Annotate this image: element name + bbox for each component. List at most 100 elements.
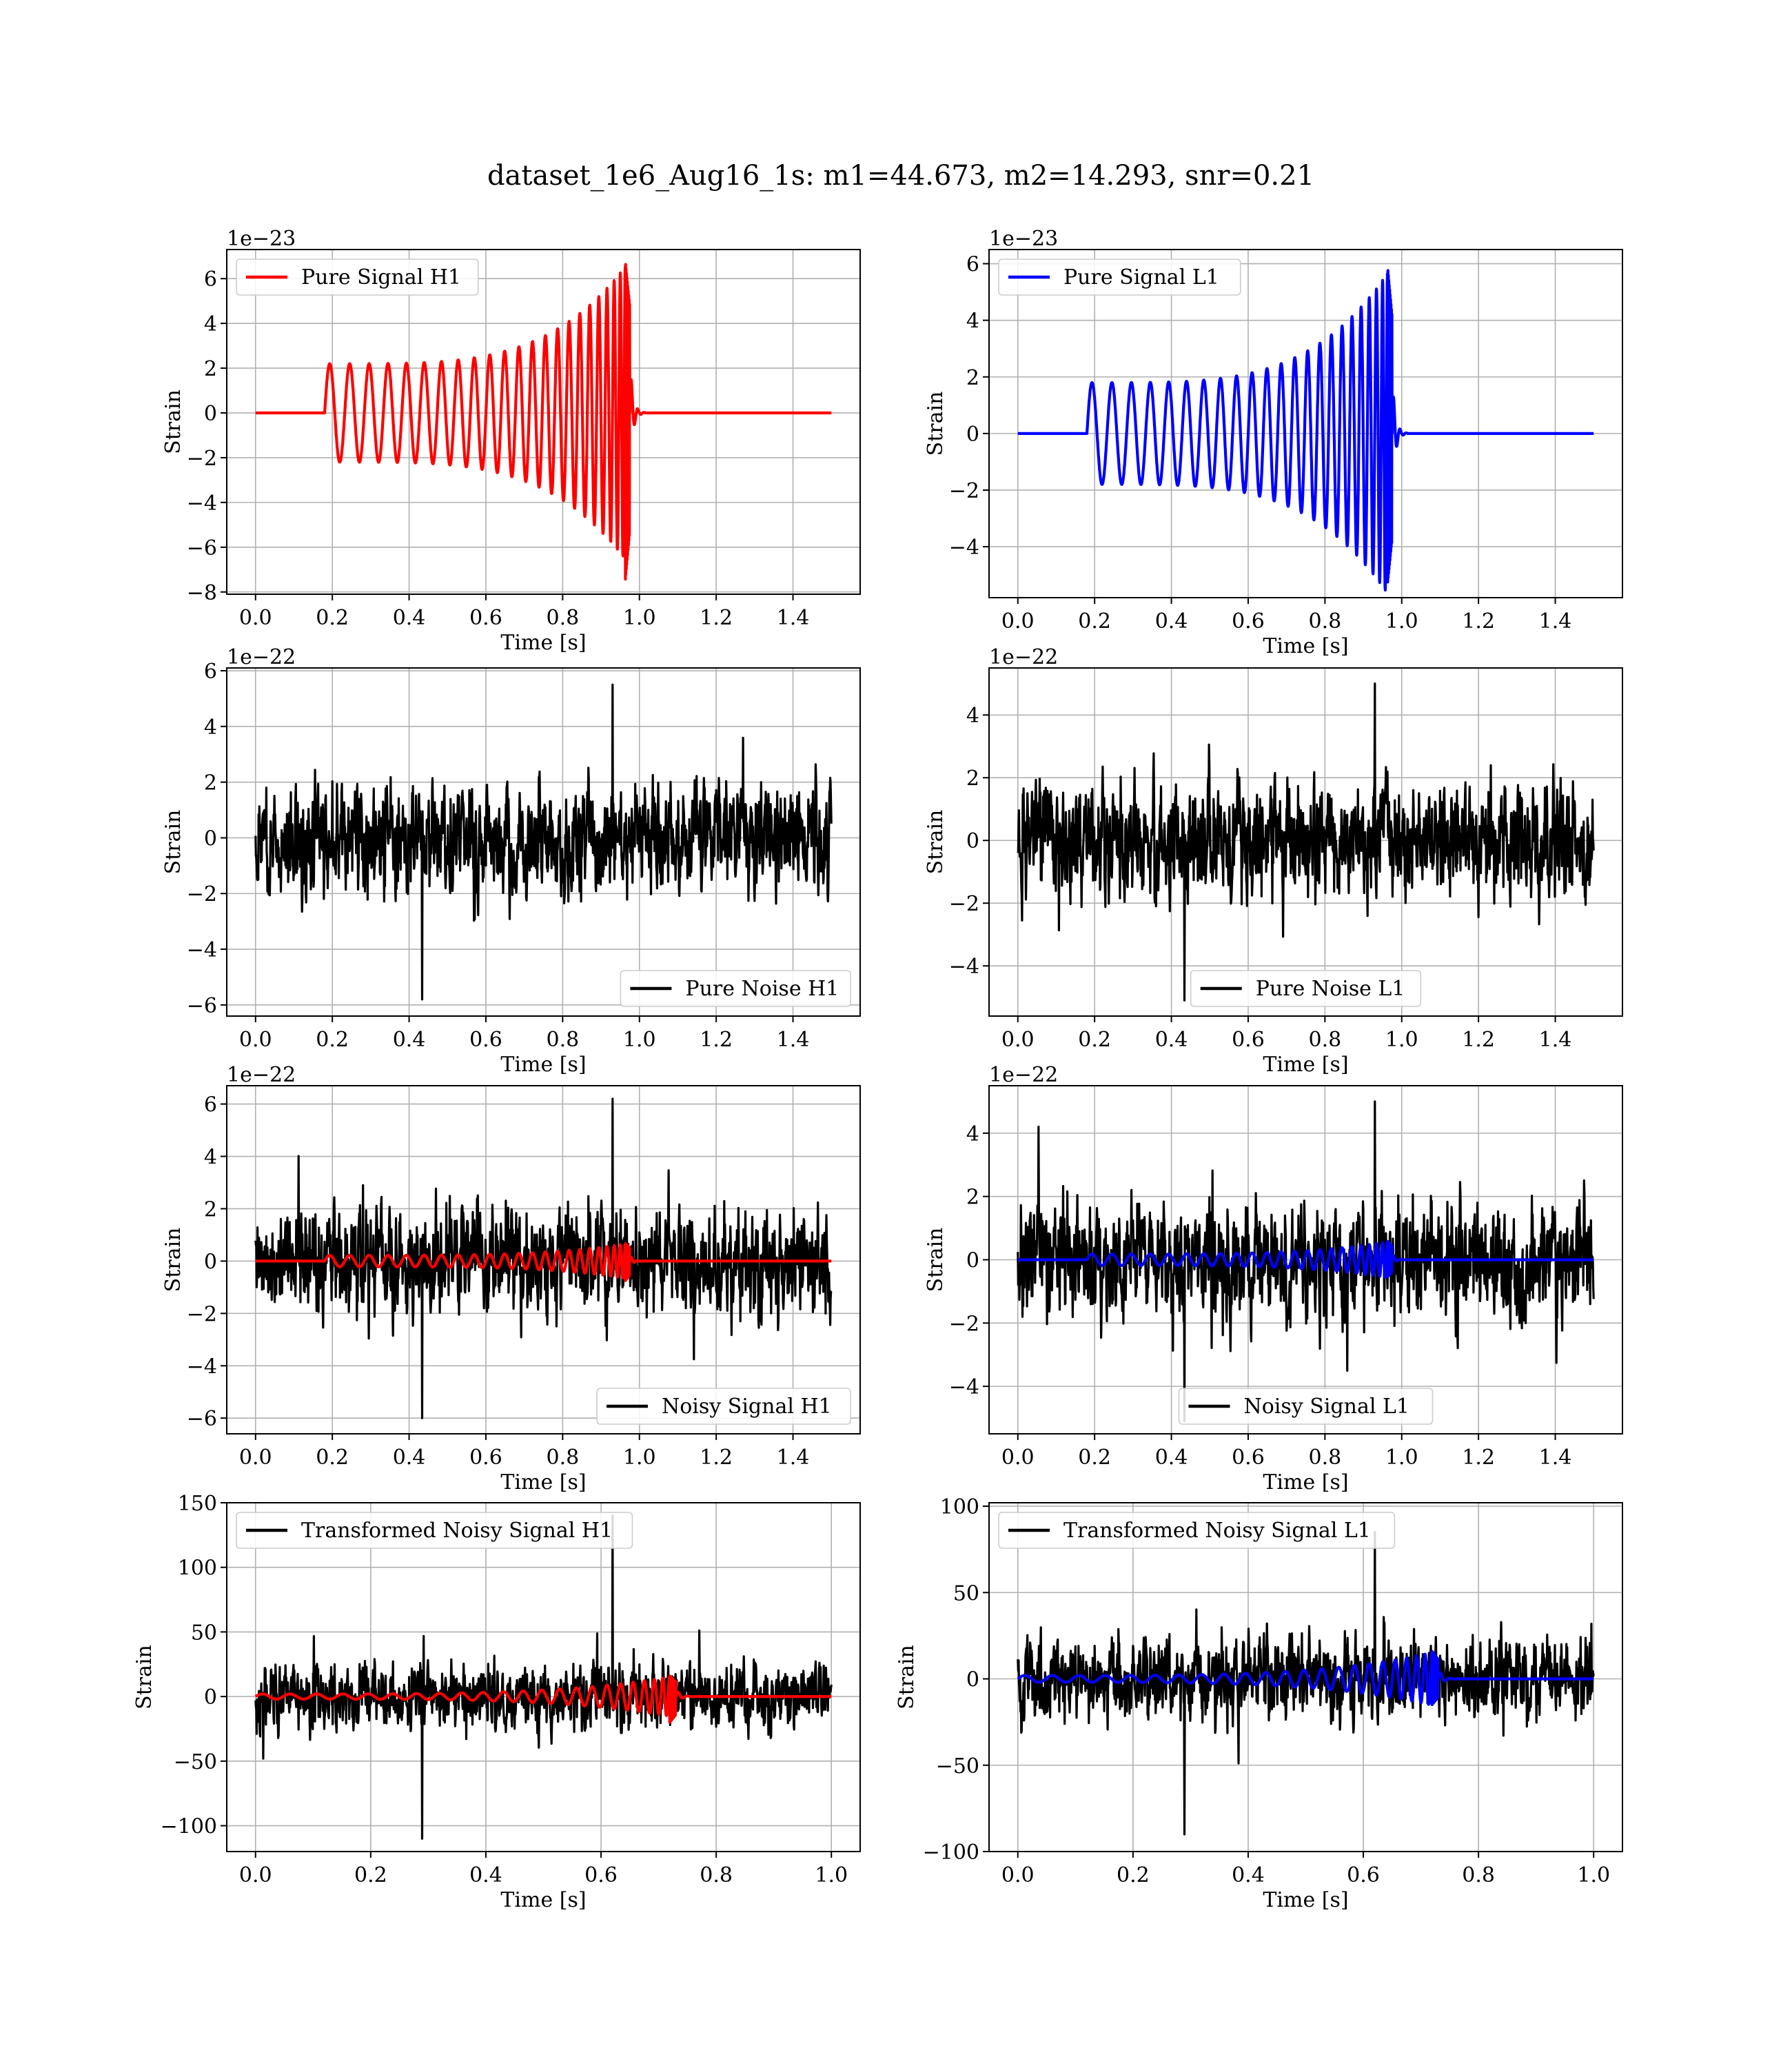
x-tick-label: 0.2 — [1078, 1446, 1111, 1470]
x-tick-label: 1.2 — [1462, 1446, 1495, 1470]
x-tick-label: 0.0 — [239, 1446, 272, 1470]
x-tick-label: 0.0 — [1001, 1863, 1035, 1887]
x-tick-label: 0.2 — [316, 1446, 349, 1470]
axes-frame — [988, 667, 1623, 1017]
x-tick-label: 0.8 — [1308, 1446, 1341, 1470]
legend-label: Transformed Noisy Signal H1 — [301, 1519, 613, 1543]
y-tick-label: −4 — [949, 1375, 979, 1399]
y-tick-label: −6 — [187, 1407, 217, 1431]
y-tick-label: 2 — [966, 1186, 979, 1210]
x-tick-label: 0.2 — [316, 1028, 349, 1052]
subplot-5: 0.0 0.2 0.4 0.6 0.8 1.0 1.2 1.4 −6 −4 −2 0 2 4 6 Time [… — [161, 1063, 861, 1494]
x-tick-label: 1.0 — [1385, 1028, 1418, 1052]
y-tick-label: −2 — [949, 479, 979, 503]
y-tick-label: 0 — [204, 1250, 217, 1274]
x-tick-label: 0.0 — [1001, 609, 1035, 633]
y-tick-label: 4 — [966, 1122, 979, 1146]
x-tick-label: 0.8 — [700, 1863, 733, 1887]
y-tick-label: −6 — [187, 536, 217, 560]
x-tick-label: 1.4 — [777, 1028, 810, 1052]
subplot-2: 0.0 0.2 0.4 0.6 0.8 1.0 1.2 1.4 −4 −2 0 2 4 6 Time [s]… — [924, 227, 1623, 658]
axis-offset-text: 1e−22 — [989, 645, 1058, 669]
y-tick-label: −4 — [187, 491, 217, 516]
x-tick-label: 0.8 — [546, 1446, 579, 1470]
series-line-2 — [254, 1674, 833, 1724]
x-tick-label: 1.0 — [1385, 609, 1418, 633]
y-tick-label: 6 — [204, 660, 217, 684]
subplot-7: 0.0 0.2 0.4 0.6 0.8 1.0 −100 −50 0 50 100 150 Time [… — [132, 1492, 861, 1912]
y-tick-label: −6 — [187, 994, 217, 1018]
legend: Pure Noise L1 — [1190, 970, 1422, 1007]
x-tick-label: 0.8 — [1308, 609, 1341, 633]
y-tick-label: 100 — [940, 1495, 979, 1519]
y-tick-label: 2 — [204, 1197, 217, 1221]
subplot-8: 0.0 0.2 0.4 0.6 0.8 1.0 −100 −50 0 50 100 Time [s] S… — [895, 1495, 1623, 1912]
legend: Pure Signal L1 — [998, 258, 1241, 296]
subplot-3: 0.0 0.2 0.4 0.6 0.8 1.0 1.2 1.4 −6 −4 −2 0 2 4 6 Time [… — [161, 645, 861, 1077]
x-tick-label: 0.4 — [393, 1446, 426, 1470]
legend: Noisy Signal H1 — [596, 1388, 851, 1425]
x-tick-label: 0.6 — [584, 1863, 618, 1887]
legend-box — [1190, 970, 1422, 1007]
x-tick-label: 0.6 — [469, 1446, 502, 1470]
plot-area — [1017, 1100, 1595, 1423]
plot-area — [254, 263, 833, 581]
x-tick-label: 1.2 — [700, 1446, 733, 1470]
y-tick-label: −100 — [923, 1841, 979, 1865]
x-tick-label: 0.0 — [1001, 1028, 1035, 1052]
x-tick-label: 0.4 — [1155, 609, 1188, 633]
axis-offset-text: 1e−22 — [227, 1063, 296, 1087]
x-tick-label: 0.6 — [469, 1028, 502, 1052]
y-tick-label: 0 — [204, 1685, 217, 1710]
y-tick-label: −2 — [187, 882, 217, 906]
y-axis-label: Strain — [132, 1645, 156, 1710]
legend-box — [1178, 1388, 1434, 1425]
y-tick-label: −50 — [174, 1750, 217, 1774]
y-tick-label: −2 — [187, 1302, 217, 1326]
x-tick-label: 1.0 — [623, 1028, 656, 1052]
legend-box — [998, 1512, 1396, 1549]
legend-box — [236, 258, 479, 296]
x-tick-label: 0.6 — [469, 606, 502, 630]
x-tick-label: 0.0 — [1001, 1446, 1035, 1470]
series-line-1 — [254, 1097, 833, 1419]
y-tick-label: −4 — [949, 955, 979, 979]
y-tick-label: 6 — [966, 253, 979, 277]
x-axis-label: Time [s] — [500, 1470, 586, 1494]
plot-area — [1017, 269, 1595, 592]
legend-label: Pure Signal L1 — [1063, 265, 1219, 290]
x-tick-label: 1.4 — [1539, 609, 1572, 633]
x-axis-label: Time [s] — [500, 631, 586, 655]
y-axis-label: Strain — [161, 389, 185, 454]
x-tick-label: 0.4 — [393, 1028, 426, 1052]
y-tick-label: 2 — [204, 357, 217, 381]
y-tick-label: −8 — [187, 581, 217, 605]
legend-box — [236, 1512, 633, 1549]
series-line-1 — [254, 683, 833, 1001]
subplot-6: 0.0 0.2 0.4 0.6 0.8 1.0 1.2 1.4 −4 −2 0 2 4 Time [s] S… — [924, 1063, 1623, 1494]
x-tick-label: 0.4 — [1155, 1446, 1188, 1470]
y-tick-label: 4 — [966, 310, 979, 334]
x-tick-label: 0.8 — [546, 1028, 579, 1052]
axis-offset-text: 1e−23 — [227, 227, 296, 251]
x-tick-label: 0.2 — [1078, 1028, 1111, 1052]
x-tick-label: 1.4 — [777, 606, 810, 630]
subplot-4: 0.0 0.2 0.4 0.6 0.8 1.0 1.2 1.4 −4 −2 0 2 4 Time [s] S… — [924, 645, 1623, 1077]
x-tick-label: 1.4 — [1539, 1446, 1572, 1470]
plot-area — [254, 1097, 833, 1419]
legend-label: Noisy Signal L1 — [1244, 1395, 1409, 1419]
legend-label: Pure Noise H1 — [685, 977, 839, 1001]
plot-area — [1017, 682, 1595, 1002]
y-tick-label: 2 — [966, 366, 979, 390]
y-axis-label: Strain — [161, 810, 185, 875]
y-tick-label: 0 — [966, 829, 979, 853]
y-axis-label: Strain — [924, 810, 948, 875]
x-tick-label: 1.0 — [1577, 1863, 1610, 1887]
figure-title: dataset_1e6_Aug16_1s: m1=44.673, m2=14.2… — [487, 160, 1314, 192]
y-axis-label: Strain — [161, 1228, 185, 1292]
x-tick-label: 1.2 — [700, 1028, 733, 1052]
plot-area — [254, 1514, 833, 1840]
y-axis-label: Strain — [924, 1228, 948, 1292]
axes-frame — [226, 249, 861, 595]
